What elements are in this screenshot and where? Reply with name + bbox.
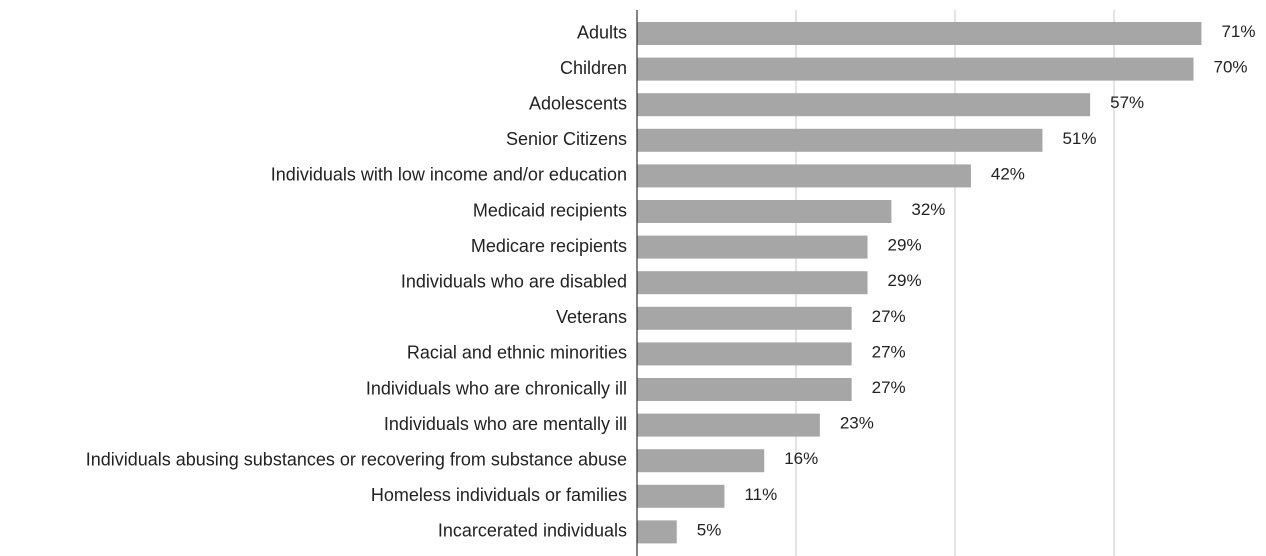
data-label: 23% [840,414,874,433]
bar [637,235,868,259]
data-label: 16% [784,449,818,468]
bar [637,57,1194,81]
bar [637,164,971,188]
category-label: Individuals with low income and/or educa… [271,165,627,185]
data-label: 29% [888,271,922,290]
data-label: 27% [872,378,906,397]
bar [637,484,725,508]
data-label: 27% [872,342,906,361]
category-label: Individuals who are mentally ill [384,414,627,434]
bars [637,22,1202,544]
bar [637,271,868,295]
data-label: 29% [888,236,922,255]
category-label: Individuals abusing substances or recove… [86,449,627,469]
bar [637,342,852,366]
bar [637,22,1202,45]
category-label: Medicare recipients [471,236,627,256]
data-label: 51% [1062,129,1096,148]
data-label: 70% [1214,58,1248,77]
bar [637,449,765,473]
bar [637,128,1043,152]
data-label: 42% [991,164,1025,183]
data-label: 5% [697,520,722,539]
data-labels: 71% 70% 57% 51% 42% 32% 29% 29% 27% 27% 27% 23% 16% 1… [697,22,1256,539]
category-label: Individuals who are disabled [401,271,627,291]
bar [637,378,852,401]
data-label: 32% [911,200,945,219]
category-label: Adults [577,22,627,42]
data-label: 71% [1221,22,1255,41]
category-label: Medicaid recipients [473,200,627,220]
data-label: 11% [744,485,777,504]
category-label: Incarcerated individuals [438,521,627,541]
bar [637,413,820,437]
bar [637,200,892,223]
data-label: 57% [1110,93,1144,112]
category-labels: Adults Children Adolescents Senior Citizens… [86,22,627,540]
category-label: Adolescents [529,93,627,113]
category-label: Racial and ethnic minorities [407,343,627,363]
data-label: 27% [872,307,906,326]
bar [637,520,677,544]
category-label: Veterans [556,307,627,327]
category-label: Children [560,58,627,78]
bar [637,93,1091,117]
category-label: Senior Citizens [506,129,627,149]
category-label: Individuals who are chronically ill [366,378,627,398]
category-label: Homeless individuals or families [371,485,627,505]
bar [637,306,852,330]
